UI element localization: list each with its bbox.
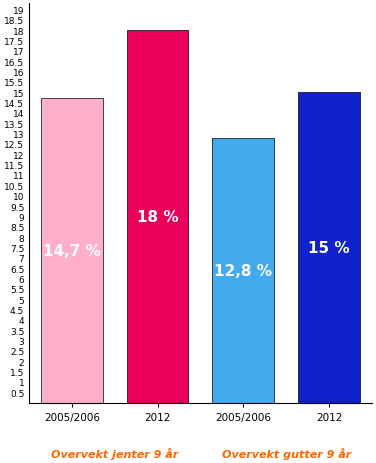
Text: 12,8 %: 12,8 % <box>214 263 272 278</box>
Text: 15 %: 15 % <box>308 240 350 256</box>
Bar <box>212 138 274 403</box>
Text: 18 %: 18 % <box>137 209 179 225</box>
Text: Overvekt gutter 9 år: Overvekt gutter 9 år <box>221 447 351 459</box>
Bar <box>298 93 360 403</box>
Text: Overvekt jenter 9 år: Overvekt jenter 9 år <box>51 447 179 459</box>
Text: 14,7 %: 14,7 % <box>43 244 101 258</box>
Bar <box>127 31 188 403</box>
Bar <box>41 99 103 403</box>
